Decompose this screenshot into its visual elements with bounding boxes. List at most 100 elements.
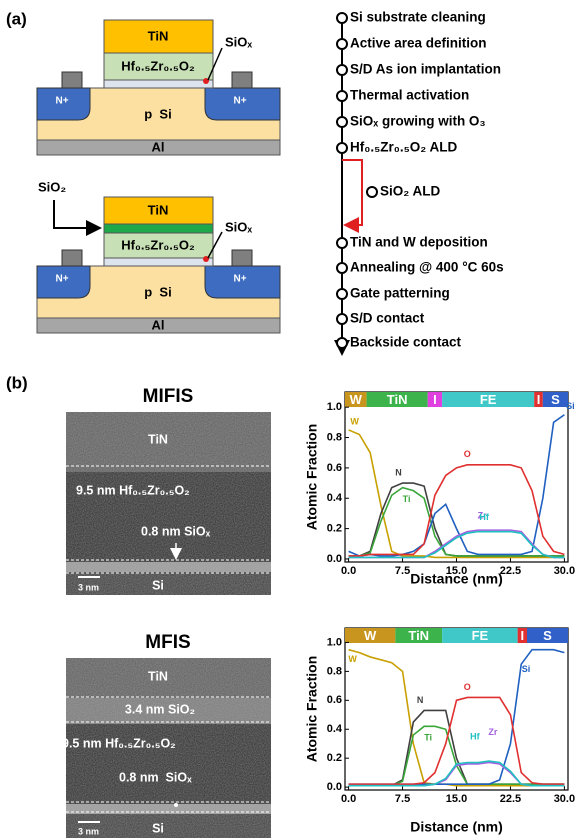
insulator-label: SiO₂ (38, 179, 66, 194)
step-node (337, 39, 347, 49)
y-tick-label: 0.4 (327, 492, 343, 504)
tem-image: MIFIS TiN 9.5 nm Hf₀.₅Zr₀.₅O₂ 0.8 nm SiO… (66, 386, 271, 595)
process-step: Active area definition (350, 36, 487, 51)
spacer (232, 250, 252, 266)
process-step: Gate patterning (350, 286, 450, 301)
process-step: Annealing @ 400 °C 60s (350, 260, 504, 275)
y-tick-label: 0.6 (327, 694, 342, 706)
layer-label: S (551, 392, 560, 407)
back-label: Al (152, 317, 165, 332)
layer-label: TiN (148, 432, 168, 446)
layer-label: 3.4 nm SiO₂ (125, 702, 195, 716)
panel-label: (a) (6, 9, 27, 28)
substrate-label: p Si (144, 106, 171, 121)
series-label: Si (522, 664, 531, 674)
series-label: Ti (424, 733, 432, 743)
series-label: Hf (479, 512, 489, 522)
panel-label: (b) (6, 373, 28, 392)
x-tick-label: 30.0 (554, 565, 575, 577)
branch-step: SiO₂ ALD (380, 184, 440, 199)
process-step: Backside contact (350, 335, 462, 350)
x-tick-label: 7.5 (395, 565, 410, 577)
gate-label: TiN (148, 202, 169, 217)
image-title: MIFIS (143, 386, 194, 407)
gate-label: TiN (148, 28, 169, 43)
series-label: O (464, 682, 471, 692)
layer-label: FE (480, 392, 497, 407)
layer-label: 9.5 nm Hf₀.₅Zr₀.₅O₂ (62, 736, 176, 750)
interlayer (104, 80, 213, 88)
drain-label: N+ (233, 274, 246, 285)
interlayer-label: SiOₓ (225, 34, 252, 49)
y-axis-label: Atomic Fraction (304, 656, 320, 763)
spacer (62, 72, 82, 88)
layer-label: S (543, 628, 552, 643)
series-label: N (395, 467, 402, 477)
series-label: Zr (488, 727, 497, 737)
device-diagram: TiN Hf₀.₅Zr₀.₅O₂ SiOₓ N+ N+ p Si Al (37, 20, 280, 155)
source-label: N+ (55, 274, 68, 285)
layer-label: TiN (387, 392, 408, 407)
arrow (54, 200, 98, 228)
y-axis-label: Atomic Fraction (304, 424, 320, 531)
device-diagram: SiO₂ TiN Hf₀.₅Zr₀.₅O₂ SiOₓ N+ N+ p Si Al (37, 179, 280, 333)
process-step: Si substrate cleaning (350, 10, 486, 25)
process-step: S/D As ion implantation (350, 62, 501, 77)
image-title: MFIS (145, 632, 190, 653)
scale-label: 3 nm (78, 826, 99, 836)
layer-label: 9.5 nm Hf₀.₅Zr₀.₅O₂ (76, 483, 190, 497)
layer-label: I (521, 628, 525, 643)
substrate-label: p Si (144, 284, 171, 299)
series-label: Si (566, 401, 575, 411)
back-label: Al (152, 139, 165, 154)
spacer (232, 72, 252, 88)
layer-label: I (537, 392, 541, 407)
step-node (337, 117, 347, 127)
x-tick-label: 0.0 (341, 565, 356, 577)
insulator (104, 224, 213, 233)
interlayer-label: SiOₓ (225, 219, 252, 234)
spacer (62, 250, 82, 266)
process-step: TiN and W deposition (350, 235, 488, 250)
x-tick-label: 30.0 (554, 793, 575, 805)
step-node (337, 338, 347, 348)
branch-arrow (342, 160, 362, 225)
layer-label: W (364, 628, 377, 643)
y-tick-label: 0.8 (327, 431, 342, 443)
series-label: W (348, 654, 357, 664)
layer-label: I (433, 392, 437, 407)
y-tick-label: 0.0 (327, 553, 342, 565)
y-tick-label: 0.8 (327, 665, 342, 677)
step-node (337, 289, 347, 299)
x-axis-label: Distance (nm) (410, 571, 503, 587)
series-label: O (464, 449, 471, 459)
series-label: Ti (403, 494, 411, 504)
step-node (337, 91, 347, 101)
step-node (337, 13, 347, 23)
series-label: W (350, 416, 359, 426)
process-flow: SiO₂ ALD Si substrate cleaning Active are… (337, 10, 504, 352)
layer-label: 0.8 nm SiOₓ (119, 770, 192, 784)
step-node (367, 187, 377, 197)
marker-dot (174, 803, 178, 807)
interlayer (104, 258, 213, 266)
layer-label: TiN (148, 669, 168, 683)
y-tick-label: 0.6 (327, 462, 342, 474)
layer-label: 0.8 nm SiOₓ (141, 524, 211, 538)
layer-label: Si (152, 821, 164, 835)
y-tick-label: 0.4 (327, 723, 343, 735)
step-node (337, 143, 347, 153)
y-tick-label: 1.0 (327, 401, 342, 413)
x-tick-label: 0.0 (341, 793, 356, 805)
tem-texture (66, 412, 271, 595)
x-tick-label: 22.5 (500, 565, 521, 577)
process-step: Thermal activation (350, 88, 469, 103)
y-tick-label: 1.0 (327, 636, 342, 648)
scale-label: 3 nm (78, 582, 99, 592)
ferroelectric-label: Hf₀.₅Zr₀.₅O₂ (121, 237, 195, 252)
x-tick-label: 7.5 (395, 793, 410, 805)
layer-label: Si (152, 578, 164, 592)
process-step: SiOₓ growing with O₃ (350, 114, 486, 129)
